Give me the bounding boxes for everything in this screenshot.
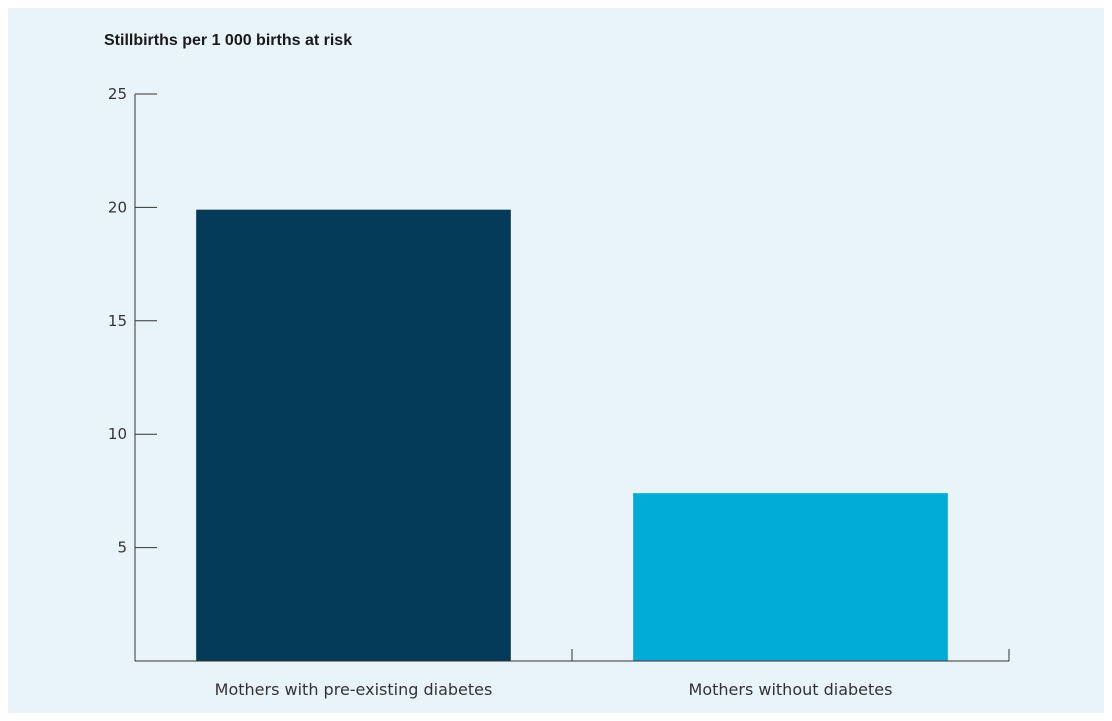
y-tick-label: 10 [108, 425, 127, 443]
axes-group [134, 94, 1010, 662]
y-tick-label: 20 [108, 198, 127, 216]
y-tick-label: 25 [108, 85, 127, 103]
category-labels-group: Mothers with pre-existing diabetes Mother… [215, 680, 893, 699]
x-category-label: Mothers without diabetes [689, 680, 893, 699]
y-tick-label: 5 [117, 539, 127, 557]
bar [196, 209, 511, 661]
x-category-label: Mothers with pre-existing diabetes [215, 680, 493, 699]
y-tick-label: 15 [108, 312, 127, 330]
bar [633, 493, 948, 661]
chart-title: Stillbirths per 1 000 births at risk [104, 32, 353, 49]
y-ticks-group: 5 10 15 20 25 [108, 85, 157, 557]
bars-group [196, 209, 948, 661]
